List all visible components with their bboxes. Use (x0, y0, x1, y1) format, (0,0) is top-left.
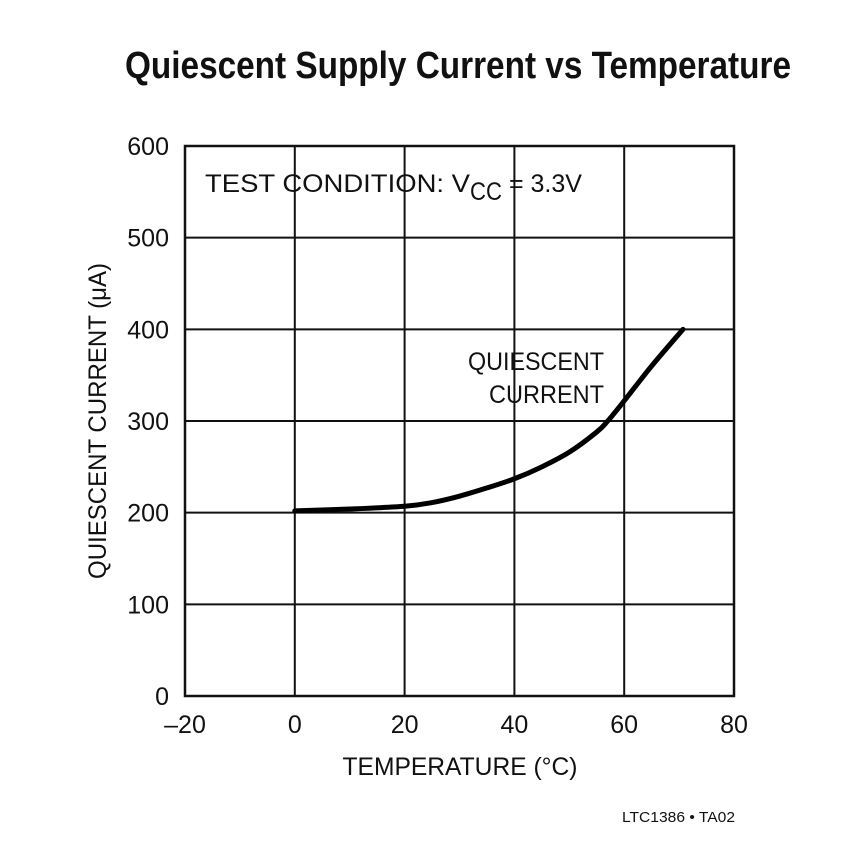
chart-title: Quiescent Supply Current vs Temperature (125, 45, 791, 87)
y-tick-label: 200 (127, 500, 169, 528)
x-tick-label: –20 (164, 711, 206, 739)
test-condition-subscript: CC (470, 178, 502, 206)
x-axis-label: TEMPERATURE (°C) (343, 753, 578, 781)
x-tick-label: 40 (500, 711, 528, 739)
y-tick-labels: 0 100 200 300 400 500 600 (127, 133, 169, 711)
test-condition-text: TEST CONDITION: V (205, 170, 470, 198)
curve-label-line1: QUIESCENT (468, 348, 604, 376)
plot-frame (183, 144, 736, 698)
x-tick-label: 20 (391, 711, 419, 739)
y-tick-label: 100 (127, 591, 169, 619)
y-axis-label: QUIESCENT CURRENT (μA) (84, 263, 112, 579)
x-tick-labels: –20 0 20 40 60 80 (164, 711, 748, 739)
series-line-quiescent-current (292, 326, 686, 514)
test-condition-value: = 3.3V (502, 170, 582, 198)
y-tick-label: 400 (127, 316, 169, 344)
x-tick-label: 0 (288, 711, 302, 739)
test-condition-annotation: TEST CONDITION: V (205, 170, 470, 198)
grid (183, 144, 736, 698)
footer-part-number: LTC1386 • TA02 (622, 809, 735, 826)
y-tick-label: 300 (127, 408, 169, 436)
curve-label-line2: CURRENT (489, 381, 604, 409)
y-tick-label: 600 (127, 133, 169, 161)
x-tick-label: 80 (720, 711, 748, 739)
x-tick-label: 60 (610, 711, 638, 739)
y-tick-label: 0 (155, 683, 169, 711)
y-tick-label: 500 (127, 225, 169, 253)
